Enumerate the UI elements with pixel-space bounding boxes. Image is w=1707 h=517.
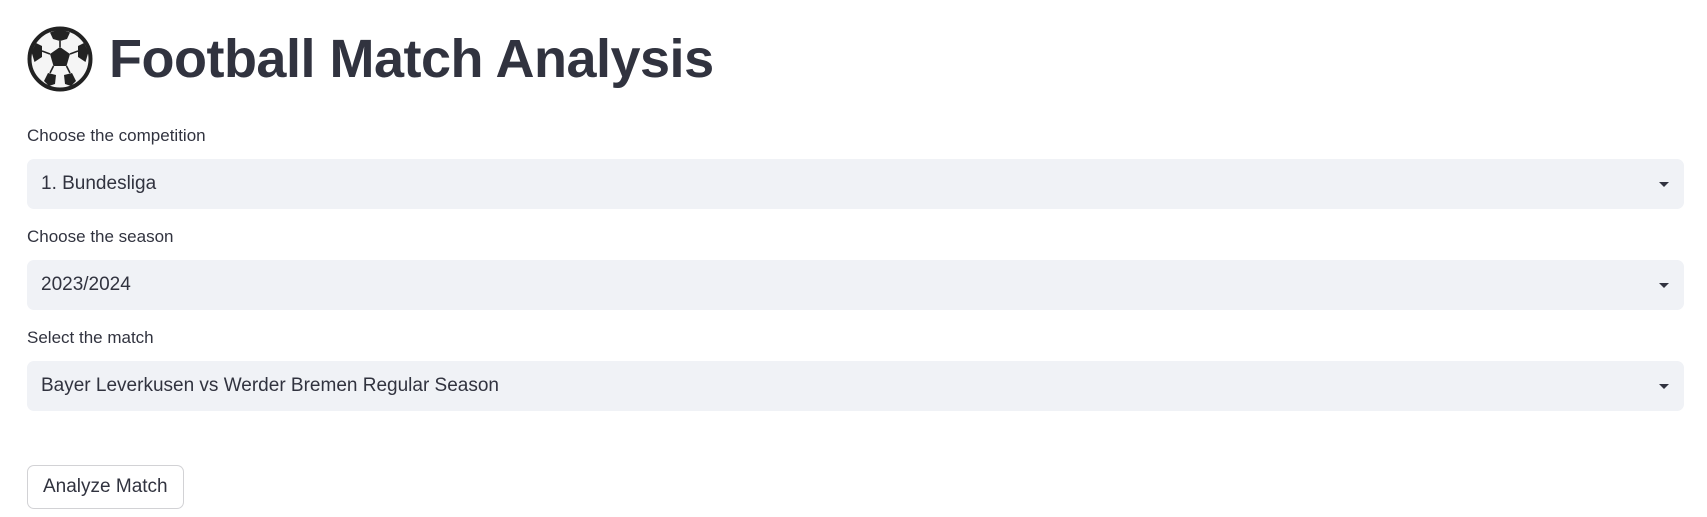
competition-selected-value: 1. Bundesliga — [41, 173, 157, 194]
match-select[interactable]: Bayer Leverkusen vs Werder Bremen Regula… — [27, 361, 1684, 411]
season-selected-value: 2023/2024 — [41, 274, 131, 295]
soccer-ball-icon — [27, 26, 93, 92]
chevron-down-icon — [1659, 383, 1669, 389]
competition-label: Choose the competition — [27, 126, 206, 145]
analyze-match-button[interactable]: Analyze Match — [27, 465, 184, 509]
season-label: Choose the season — [27, 227, 174, 246]
page-title: Football Match Analysis — [109, 29, 714, 89]
match-label: Select the match — [27, 328, 154, 347]
page-header: Football Match Analysis — [27, 26, 714, 92]
match-selected-value: Bayer Leverkusen vs Werder Bremen Regula… — [41, 375, 499, 396]
chevron-down-icon — [1659, 181, 1669, 187]
season-select[interactable]: 2023/2024 — [27, 260, 1684, 310]
chevron-down-icon — [1659, 282, 1669, 288]
competition-select[interactable]: 1. Bundesliga — [27, 159, 1684, 209]
